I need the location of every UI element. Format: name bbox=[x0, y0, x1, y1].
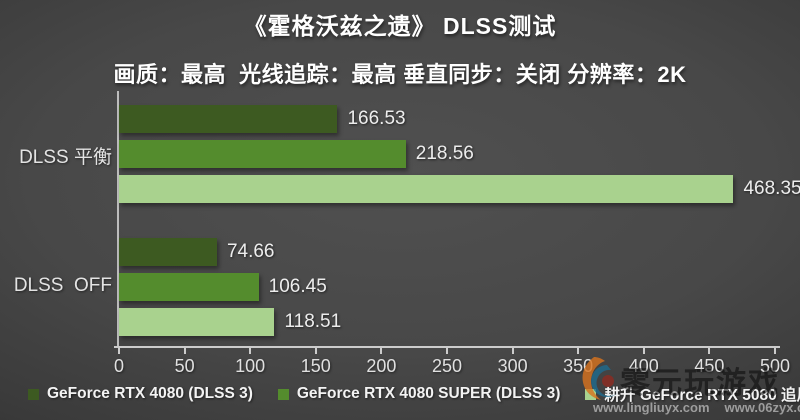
legend-swatch bbox=[28, 388, 39, 400]
bar bbox=[119, 238, 217, 266]
x-axis-tick-label: 350 bbox=[563, 356, 594, 376]
x-axis-tick bbox=[642, 348, 645, 354]
bar bbox=[119, 105, 338, 133]
legend-label: GeForce RTX 4080 SUPER (DLSS 3) bbox=[296, 385, 561, 402]
x-axis-tick-label: 50 bbox=[174, 356, 195, 376]
x-axis-tick bbox=[118, 348, 120, 354]
legend-label: GeForce RTX 4080 (DLSS 3) bbox=[47, 385, 253, 402]
x-axis-tick-label: 150 bbox=[300, 356, 331, 376]
legend-item: GeForce RTX 4080 (DLSS 3) bbox=[28, 385, 253, 403]
bar bbox=[119, 175, 734, 203]
x-axis-tick-label: 300 bbox=[497, 356, 528, 376]
x-axis-tick-label: 500 bbox=[759, 356, 791, 376]
x-axis-tick-label: 400 bbox=[628, 356, 659, 376]
x-axis-line bbox=[114, 346, 780, 348]
x-axis-tick-label: 200 bbox=[366, 356, 397, 376]
chart-subtitle: 画质：最高 光线追踪：最高 垂直同步：关闭 分辨率：2K bbox=[113, 62, 687, 87]
legend-item: 耕升 GeForce RTX 5080 追风 (DLSS 4) bbox=[585, 383, 800, 405]
value-label: 74.66 bbox=[226, 241, 275, 262]
legend: GeForce RTX 4080 (DLSS 3) GeForce RTX 408… bbox=[28, 383, 800, 405]
legend-label: 耕升 GeForce RTX 5080 追风 (DLSS 4) bbox=[604, 387, 800, 404]
x-axis-tick bbox=[380, 348, 383, 354]
value-label: 118.51 bbox=[284, 311, 342, 332]
x-axis-tick bbox=[183, 348, 186, 354]
legend-swatch bbox=[277, 388, 289, 400]
x-axis-tick bbox=[446, 348, 448, 354]
category-label: DLSS 平衡 bbox=[19, 147, 112, 168]
bar bbox=[119, 140, 406, 168]
y-axis-line bbox=[117, 91, 119, 347]
x-axis-tick bbox=[314, 348, 317, 354]
x-axis-tick bbox=[577, 348, 580, 354]
value-label: 166.53 bbox=[347, 108, 406, 129]
value-label: 106.45 bbox=[268, 276, 327, 297]
chart-title: 《霍格沃兹之遗》 DLSS测试 bbox=[243, 13, 557, 39]
x-axis-tick-label: 250 bbox=[431, 356, 463, 376]
legend-swatch bbox=[585, 388, 597, 400]
plot-area: 166.53 218.56 468.35 74.66 106.45 118.51 0 50 10… bbox=[114, 91, 800, 376]
value-label: 218.56 bbox=[415, 143, 474, 164]
x-axis-tick-label: 450 bbox=[694, 356, 725, 376]
legend-item: GeForce RTX 4080 SUPER (DLSS 3) bbox=[277, 385, 561, 403]
x-axis-tick bbox=[511, 348, 514, 354]
x-axis-tick bbox=[708, 348, 711, 354]
x-axis-tick bbox=[249, 348, 252, 354]
bar bbox=[119, 308, 275, 336]
x-axis-tick bbox=[774, 348, 776, 354]
bar bbox=[119, 273, 259, 301]
x-axis-tick-label: 0 bbox=[113, 356, 125, 376]
category-label: DLSS OFF bbox=[13, 275, 112, 296]
value-label: 468.35 bbox=[743, 178, 800, 199]
x-axis-tick-label: 100 bbox=[235, 356, 266, 376]
